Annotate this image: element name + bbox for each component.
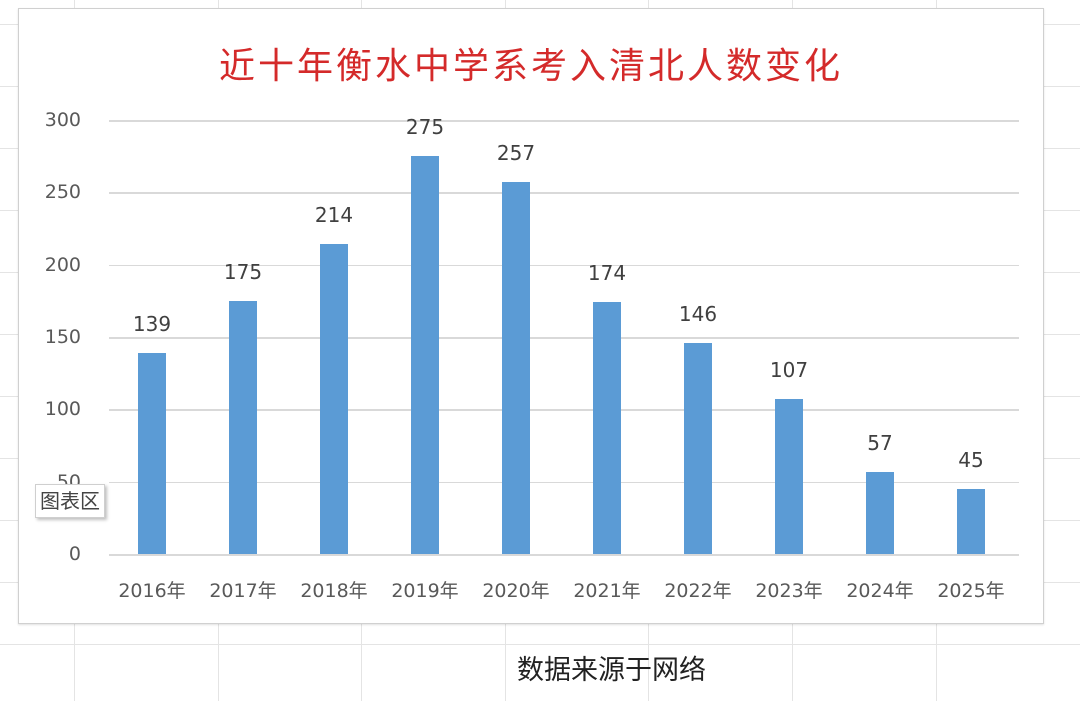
data-label: 175 (223, 259, 263, 284)
bar[interactable] (320, 244, 348, 554)
y-axis-tick-label: 150 (44, 326, 81, 348)
data-label: 45 (958, 447, 984, 472)
x-axis-tick-label: 2023年 (755, 580, 823, 602)
x-axis-tick-label: 2018年 (300, 580, 368, 602)
data-label: 107 (769, 358, 809, 383)
data-label: 146 (678, 301, 718, 326)
bar[interactable] (684, 342, 712, 554)
y-axis-tick-label: 300 (44, 109, 81, 131)
source-note: 数据来源于网络 (517, 655, 706, 686)
gridline (109, 554, 1019, 556)
data-label: 174 (587, 261, 627, 286)
bar[interactable] (138, 352, 166, 554)
chart-title[interactable]: 近十年衡水中学系考入清北人数变化 (218, 46, 843, 87)
bar[interactable] (229, 300, 257, 554)
x-axis-tick-label: 2025年 (937, 580, 1005, 602)
gridline (109, 409, 1019, 411)
x-axis-tick-label: 2017年 (209, 580, 277, 602)
y-axis-tick-label: 0 (68, 543, 81, 565)
x-axis-tick-label: 2020年 (482, 580, 550, 602)
gridline (109, 264, 1019, 267)
gridline (109, 192, 1019, 194)
chart-area-tooltip: 图表区 (35, 484, 105, 518)
bar[interactable] (411, 156, 439, 554)
data-label: 275 (405, 115, 445, 140)
y-axis-tick-label: 100 (44, 398, 81, 421)
bar[interactable] (502, 182, 530, 554)
data-label: 139 (132, 311, 172, 336)
bar[interactable] (866, 471, 894, 554)
bar[interactable] (775, 399, 803, 554)
x-axis-tick-label: 2022年 (664, 580, 732, 602)
y-axis-tick-label: 200 (44, 253, 81, 276)
y-axis-tick-label: 250 (44, 181, 81, 204)
gridline (109, 120, 1019, 122)
data-label: 57 (867, 430, 893, 455)
x-axis-tick-label: 2024年 (846, 580, 914, 602)
data-label: 257 (496, 141, 536, 166)
x-axis-tick-label: 2019年 (391, 580, 459, 602)
plot-area[interactable]: 0 50 100 150 200 250 300 139 2016年 175 2017年 214 201… (45, 9, 1019, 623)
x-axis-tick-label: 2021年 (573, 580, 641, 602)
data-label: 214 (314, 203, 354, 228)
gridline (109, 481, 1019, 484)
gridline (109, 337, 1019, 339)
x-axis-tick-label: 2016年 (118, 580, 186, 602)
bar[interactable] (593, 302, 621, 554)
bar[interactable] (957, 488, 985, 554)
chart-area[interactable]: 近十年衡水中学系考入清北人数变化 0 50 100 150 200 250 300 139 20… (18, 8, 1044, 624)
